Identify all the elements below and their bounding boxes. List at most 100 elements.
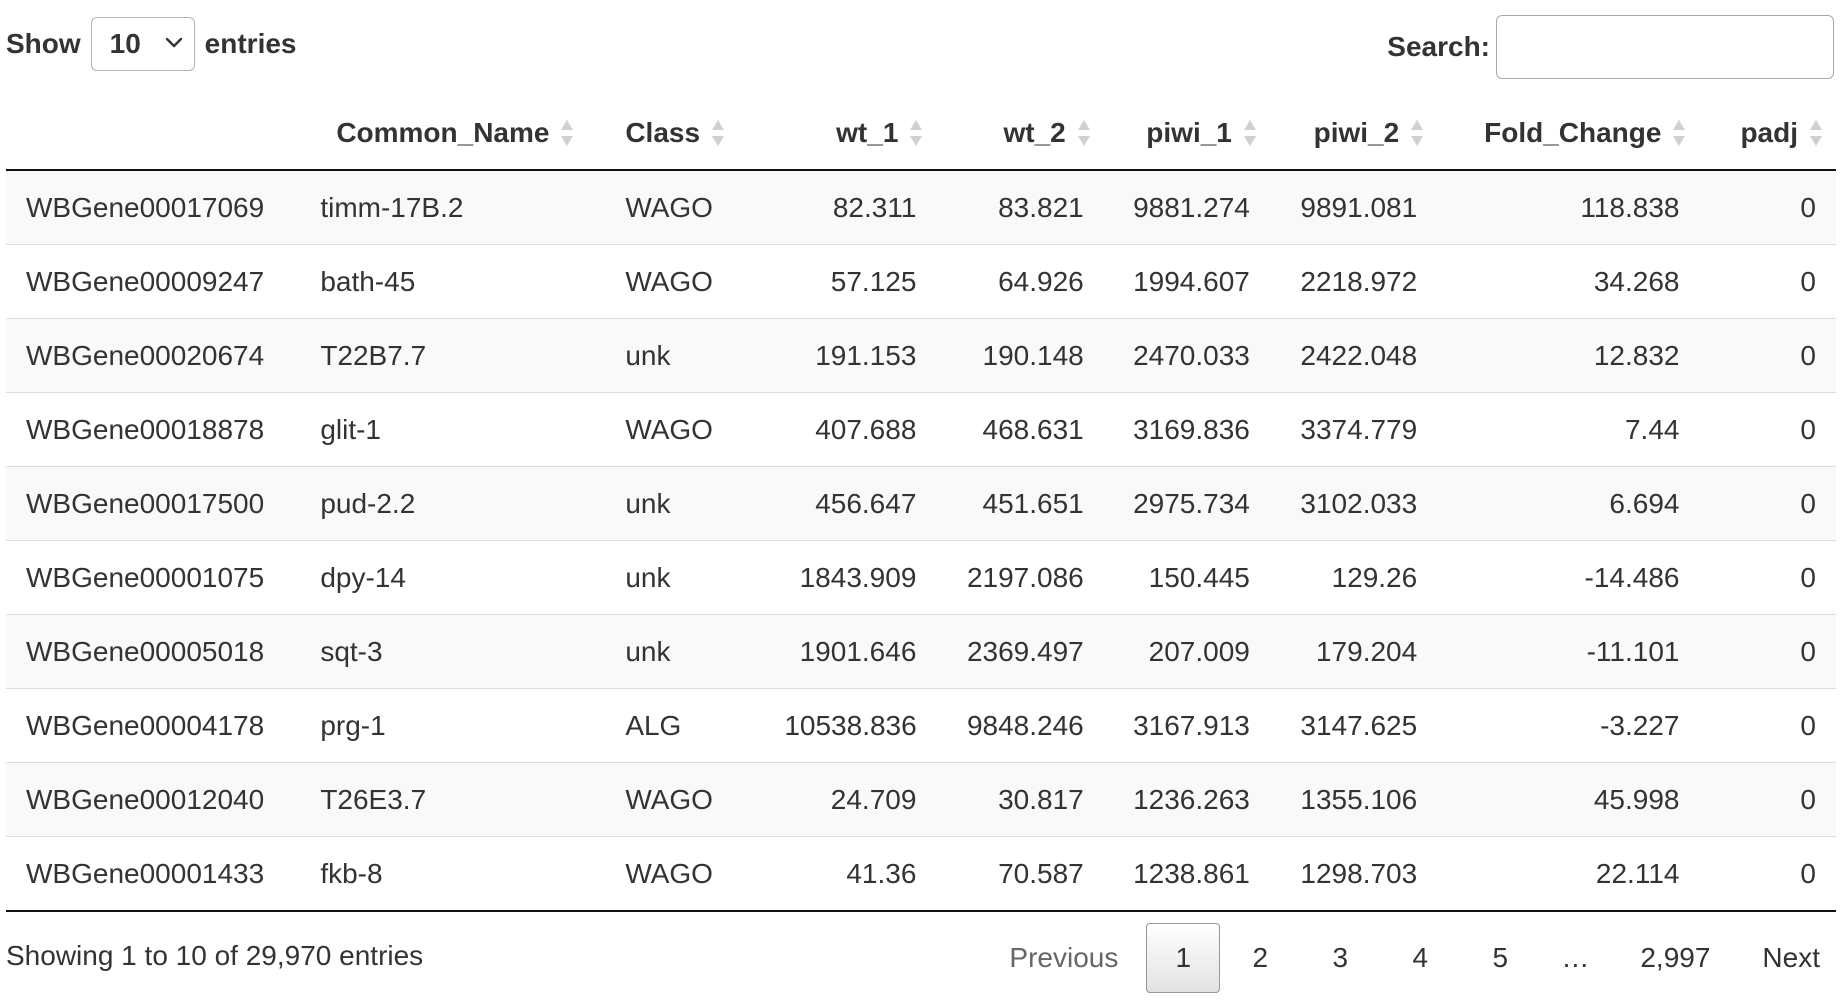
cell-wt-1: 1901.646 xyxy=(764,614,937,689)
cell-wt-2: 190.148 xyxy=(936,318,1104,393)
page-button-last[interactable]: 2,997 xyxy=(1640,942,1711,973)
cell-piwi-1: 3169.836 xyxy=(1103,392,1270,467)
cell-common-name: sqt-3 xyxy=(300,614,606,689)
table-row: WBGene00001075 dpy-14 unk 1843.909 2197.… xyxy=(6,540,1836,615)
table-row: WBGene00018878 glit-1 WAGO 407.688 468.6… xyxy=(6,392,1836,467)
cell-wt-2: 2197.086 xyxy=(936,540,1104,615)
cell-gene-id: WBGene00005018 xyxy=(6,614,301,689)
cell-fold-change: 6.694 xyxy=(1437,466,1700,541)
column-header-rownames[interactable] xyxy=(6,96,301,171)
page-button-2[interactable]: 2 xyxy=(1252,942,1269,973)
page-button-4[interactable]: 4 xyxy=(1412,942,1429,973)
cell-wt-2: 70.587 xyxy=(936,836,1104,912)
page-button-5[interactable]: 5 xyxy=(1492,942,1509,973)
chevron-down-icon xyxy=(165,37,182,48)
cell-piwi-2: 3102.033 xyxy=(1269,466,1438,541)
cell-gene-id: WBGene00017069 xyxy=(6,170,301,245)
cell-class: ALG xyxy=(605,688,765,763)
column-header-wt-1[interactable]: wt_1 xyxy=(764,96,937,171)
cell-wt-1: 456.647 xyxy=(764,466,937,541)
cell-wt-2: 451.651 xyxy=(936,466,1104,541)
cell-wt-1: 41.36 xyxy=(764,836,937,912)
cell-class: WAGO xyxy=(605,392,765,467)
cell-class: unk xyxy=(605,466,765,541)
column-header-piwi-1[interactable]: piwi_1 xyxy=(1103,96,1270,171)
table-row: WBGene00005018 sqt-3 unk 1901.646 2369.4… xyxy=(6,614,1836,689)
column-header-wt-2[interactable]: wt_2 xyxy=(936,96,1104,171)
column-header-label: piwi_1 xyxy=(1146,116,1232,148)
cell-gene-id: WBGene00009247 xyxy=(6,244,301,319)
cell-gene-id: WBGene00004178 xyxy=(6,688,301,763)
table-info: Showing 1 to 10 of 29,970 entries xyxy=(6,940,424,971)
cell-piwi-2: 3374.779 xyxy=(1269,392,1438,467)
show-label: Show xyxy=(6,28,81,59)
column-header-piwi-2[interactable]: piwi_2 xyxy=(1269,96,1438,171)
cell-piwi-1: 1238.861 xyxy=(1103,836,1270,912)
cell-piwi-1: 1236.263 xyxy=(1103,762,1270,837)
column-header-class[interactable]: Class xyxy=(605,96,765,171)
cell-fold-change: -14.486 xyxy=(1437,540,1700,615)
cell-gene-id: WBGene00020674 xyxy=(6,318,301,393)
page-button-1[interactable]: 1 xyxy=(1146,923,1221,993)
column-header-padj[interactable]: padj xyxy=(1699,96,1836,171)
sort-both-icon xyxy=(910,119,923,146)
column-header-common-name[interactable]: Common_Name xyxy=(300,96,606,171)
cell-class: unk xyxy=(605,318,765,393)
cell-piwi-1: 2470.033 xyxy=(1103,318,1270,393)
sort-both-icon xyxy=(1810,119,1822,146)
cell-piwi-1: 9881.274 xyxy=(1103,170,1270,245)
cell-wt-1: 1843.909 xyxy=(764,540,937,615)
cell-class: WAGO xyxy=(605,836,765,912)
entries-label: entries xyxy=(204,28,297,59)
cell-gene-id: WBGene00012040 xyxy=(6,762,301,837)
cell-piwi-2: 179.204 xyxy=(1269,614,1438,689)
cell-padj: 0 xyxy=(1699,836,1836,912)
cell-padj: 0 xyxy=(1699,688,1836,763)
cell-padj: 0 xyxy=(1699,318,1836,393)
sort-both-icon xyxy=(1673,119,1686,146)
column-header-label: wt_2 xyxy=(1003,116,1066,148)
search-control: Search: xyxy=(1387,15,1834,79)
column-header-label: wt_1 xyxy=(836,116,899,148)
cell-wt-1: 24.709 xyxy=(764,762,937,837)
cell-common-name: glit-1 xyxy=(300,392,606,467)
next-button[interactable]: Next xyxy=(1762,942,1820,973)
search-input[interactable] xyxy=(1496,15,1834,79)
sort-both-icon xyxy=(1411,119,1424,146)
cell-fold-change: 34.268 xyxy=(1437,244,1700,319)
cell-piwi-2: 2218.972 xyxy=(1269,244,1438,319)
length-control: Show 10 entries xyxy=(6,16,297,72)
cell-wt-2: 83.821 xyxy=(936,170,1104,245)
entries-per-page-value: 10 xyxy=(109,28,141,59)
cell-piwi-2: 1298.703 xyxy=(1269,836,1438,912)
cell-wt-1: 191.153 xyxy=(764,318,937,393)
cell-padj: 0 xyxy=(1699,392,1836,467)
cell-class: unk xyxy=(605,540,765,615)
cell-piwi-1: 150.445 xyxy=(1103,540,1270,615)
cell-padj: 0 xyxy=(1699,244,1836,319)
cell-common-name: dpy-14 xyxy=(300,540,606,615)
column-header-label: padj xyxy=(1740,116,1798,148)
cell-gene-id: WBGene00001075 xyxy=(6,540,301,615)
cell-piwi-1: 3167.913 xyxy=(1103,688,1270,763)
column-header-fold-change[interactable]: Fold_Change xyxy=(1437,96,1700,171)
page-button-3[interactable]: 3 xyxy=(1332,942,1349,973)
cell-class: WAGO xyxy=(605,762,765,837)
cell-fold-change: 118.838 xyxy=(1437,170,1700,245)
entries-per-page-select[interactable]: 10 xyxy=(90,17,195,71)
pagination: Previous 1 2 3 4 5 … 2,997 Next xyxy=(981,922,1834,994)
cell-fold-change: -11.101 xyxy=(1437,614,1700,689)
cell-common-name: timm-17B.2 xyxy=(300,170,606,245)
cell-common-name: T26E3.7 xyxy=(300,762,606,837)
header-row: Common_Name Class wt_1 wt_2 piwi_1 piwi_… xyxy=(6,96,1836,171)
cell-padj: 0 xyxy=(1699,762,1836,837)
previous-button[interactable]: Previous xyxy=(1009,942,1119,973)
cell-piwi-1: 207.009 xyxy=(1103,614,1270,689)
cell-common-name: T22B7.7 xyxy=(300,318,606,393)
cell-class: WAGO xyxy=(605,170,765,245)
table-row: WBGene00004178 prg-1 ALG 10538.836 9848.… xyxy=(6,688,1836,763)
table-row: WBGene00017069 timm-17B.2 WAGO 82.311 83… xyxy=(6,170,1836,245)
column-header-label: Common_Name xyxy=(336,116,550,148)
cell-wt-2: 468.631 xyxy=(936,392,1104,467)
